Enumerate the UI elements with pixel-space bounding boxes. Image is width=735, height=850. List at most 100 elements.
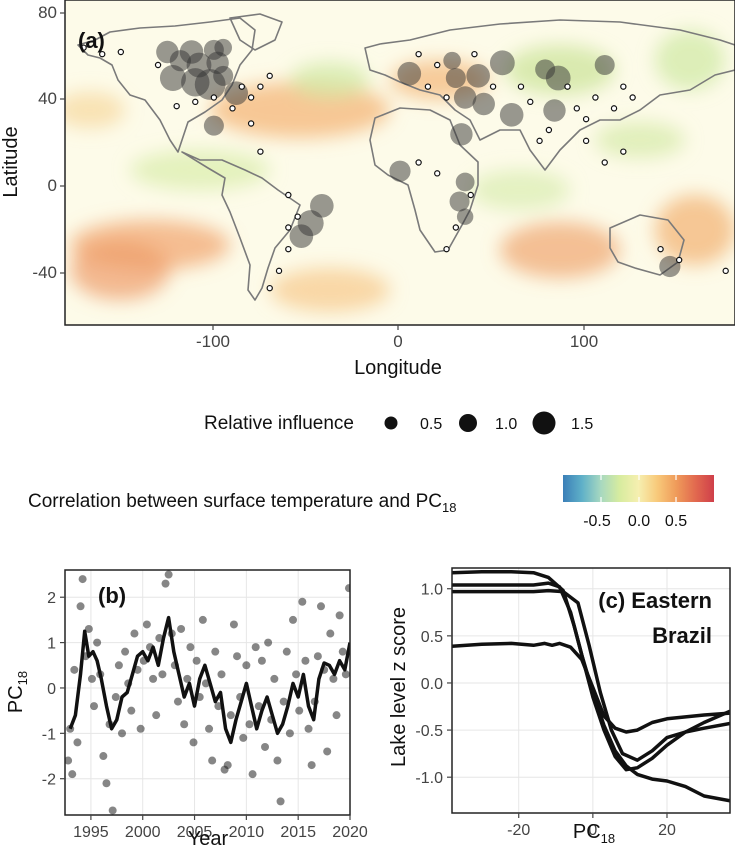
y-tick: 80 bbox=[38, 3, 57, 22]
site-point bbox=[620, 148, 627, 155]
site-point bbox=[257, 148, 264, 155]
panel-c-xlabel-sub: 18 bbox=[601, 831, 615, 846]
y-tick: 40 bbox=[38, 89, 57, 108]
colorbar-tick: 0.5 bbox=[665, 513, 687, 530]
panel-c-lines bbox=[452, 570, 730, 803]
data-point bbox=[332, 711, 341, 720]
panel-b-smooth-line bbox=[68, 615, 350, 745]
data-point bbox=[93, 638, 102, 647]
y-tick-label: -0.5 bbox=[415, 723, 443, 740]
site-point bbox=[285, 245, 292, 253]
site-point bbox=[289, 224, 314, 248]
panel-a-xlabel: Longitude bbox=[354, 357, 442, 379]
x-tick: -100 bbox=[196, 332, 230, 351]
site-point bbox=[285, 191, 292, 199]
data-point bbox=[78, 575, 87, 584]
data-point bbox=[211, 647, 220, 656]
site-point bbox=[397, 61, 422, 86]
panel-a: (a) 80 40 0 -40 -100 0 100 Longitude Lat… bbox=[0, 0, 735, 379]
site-point bbox=[536, 137, 543, 145]
site-point bbox=[443, 245, 450, 253]
site-point bbox=[229, 105, 236, 112]
data-point bbox=[205, 724, 214, 733]
data-point bbox=[323, 747, 332, 756]
site-point bbox=[210, 94, 218, 101]
legend-dot-small bbox=[384, 416, 398, 430]
colorbar-title-main: Correlation between surface temperature … bbox=[28, 491, 442, 512]
site-point bbox=[573, 105, 581, 112]
south-america-coast bbox=[181, 151, 301, 301]
site-point bbox=[415, 50, 422, 58]
panel-c: (c) Eastern Brazil 1.0 0.5 0.0 -0.5 -1.0 -20 0… bbox=[388, 567, 731, 846]
data-point bbox=[223, 761, 232, 770]
colorbar-tick-labels: -0.5 0.0 0.5 bbox=[583, 513, 687, 530]
site-point bbox=[247, 94, 255, 101]
data-point bbox=[254, 702, 263, 711]
data-point bbox=[90, 702, 99, 711]
site-point bbox=[169, 50, 191, 72]
data-point bbox=[229, 620, 238, 629]
panel-a-label: (a) bbox=[78, 28, 105, 53]
data-point bbox=[177, 624, 186, 633]
x-tick-label: 2020 bbox=[332, 824, 368, 841]
data-point bbox=[276, 797, 285, 806]
site-point bbox=[517, 83, 525, 90]
site-point bbox=[582, 115, 590, 123]
panel-a-tickmarks bbox=[60, 12, 585, 330]
x-tick: 100 bbox=[570, 332, 598, 351]
panel-a-yticks: 80 40 0 -40 bbox=[32, 3, 57, 282]
site-point bbox=[592, 94, 599, 101]
y-tick-label: 1 bbox=[47, 636, 56, 653]
data-point bbox=[108, 806, 117, 815]
data-point bbox=[198, 615, 207, 624]
x-tick-label: 2005 bbox=[177, 824, 213, 841]
site-point bbox=[601, 159, 608, 166]
site-point bbox=[247, 120, 255, 127]
data-point bbox=[295, 706, 304, 715]
colorbar-tick: -0.5 bbox=[583, 513, 611, 530]
site-point bbox=[489, 83, 497, 90]
site-point bbox=[564, 83, 571, 90]
data-point bbox=[282, 647, 291, 656]
site-point bbox=[445, 68, 466, 88]
data-point bbox=[239, 733, 248, 742]
data-point bbox=[136, 724, 145, 733]
data-point bbox=[264, 638, 273, 647]
data-point bbox=[341, 670, 350, 679]
series-line bbox=[452, 641, 730, 734]
data-point bbox=[326, 629, 335, 638]
correlation-blobs bbox=[65, 30, 735, 312]
panel-c-ylabel: Lake level z score bbox=[388, 607, 410, 767]
site-point bbox=[545, 126, 553, 134]
site-point bbox=[527, 98, 534, 106]
site-point bbox=[173, 102, 180, 110]
data-point bbox=[289, 615, 297, 624]
panel-a-ylabel: Latitude bbox=[0, 126, 22, 197]
site-point bbox=[424, 83, 432, 90]
data-point bbox=[99, 752, 108, 761]
site-point bbox=[99, 50, 106, 58]
site-point bbox=[257, 83, 264, 90]
panel-c-xlabel-main: PC bbox=[573, 821, 601, 843]
influence-legend-entry: 0.5 bbox=[420, 416, 442, 433]
panel-b-ylabel-sub: 18 bbox=[15, 671, 30, 685]
data-point bbox=[158, 670, 167, 679]
panel-b-ticks: 2 1 0 -1 -2 1995 2000 2005 2010 2015 2020 bbox=[42, 590, 368, 841]
panel-b-label: (b) bbox=[98, 583, 126, 608]
data-point bbox=[68, 770, 77, 779]
eurasia-coast bbox=[364, 19, 735, 171]
panel-b-ylabel-main: PC bbox=[5, 685, 27, 713]
site-points bbox=[80, 38, 729, 292]
temperature-field bbox=[65, 0, 735, 325]
site-point bbox=[266, 72, 273, 80]
site-point bbox=[471, 50, 478, 58]
data-point bbox=[186, 643, 195, 652]
site-point bbox=[467, 191, 474, 199]
data-point bbox=[245, 720, 254, 729]
series-line bbox=[452, 588, 730, 762]
panel-c-frame bbox=[451, 567, 731, 814]
data-point bbox=[180, 720, 189, 729]
site-point bbox=[275, 267, 283, 275]
site-point bbox=[582, 137, 590, 145]
site-point bbox=[452, 224, 460, 231]
